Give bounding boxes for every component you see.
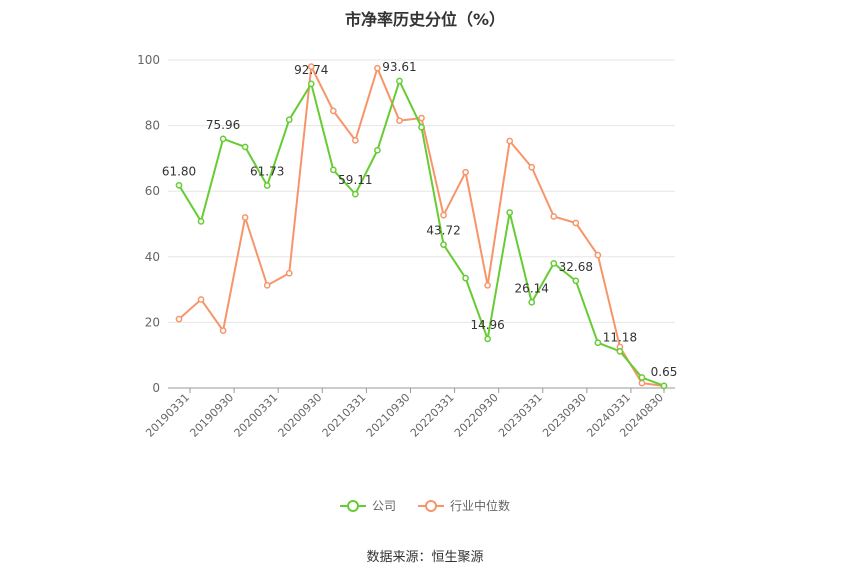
data-point	[462, 274, 469, 282]
data-label: 59.11	[338, 173, 372, 187]
legend: 公司 行业中位数	[0, 497, 850, 514]
data-point	[219, 327, 227, 334]
data-point	[418, 123, 425, 131]
x-tick-label: 20200930	[276, 391, 325, 440]
data-label: 32.68	[559, 260, 593, 274]
data-label: 93.61	[382, 60, 416, 74]
series-line-1	[178, 63, 665, 388]
y-tick-label: 0	[152, 381, 160, 395]
data-point	[329, 107, 337, 115]
data-point	[572, 277, 580, 285]
x-tick-label: 20200331	[232, 391, 281, 440]
y-tick-label: 100	[137, 53, 160, 67]
legend-company-marker	[339, 499, 366, 512]
chart-title: 市净率历史分位（%）	[344, 10, 506, 29]
legend-item-industry[interactable]: 行业中位数	[418, 497, 510, 514]
data-point	[528, 298, 536, 306]
data-point	[329, 166, 337, 174]
data-point	[263, 281, 271, 289]
data-point	[197, 296, 205, 303]
data-point	[484, 281, 491, 289]
data-point	[506, 137, 514, 145]
data-point	[352, 190, 359, 198]
x-tick-label: 20190930	[187, 391, 236, 440]
x-tick-label: 20190331	[143, 391, 192, 440]
data-point	[197, 218, 205, 225]
data-point	[638, 374, 646, 381]
data-label: 92.74	[294, 63, 328, 77]
data-point	[175, 315, 183, 323]
legend-industry-label: 行业中位数	[450, 499, 511, 513]
x-tick-label: 20230331	[496, 391, 545, 440]
x-tick-label: 20230930	[540, 391, 589, 440]
data-point	[307, 63, 315, 70]
data-point	[307, 80, 315, 88]
data-point	[572, 219, 580, 227]
data-point	[175, 181, 183, 189]
legend-item-company[interactable]: 公司	[339, 497, 396, 514]
legend-company-label: 公司	[371, 499, 396, 513]
y-tick-label: 80	[145, 119, 160, 133]
data-point	[550, 260, 558, 267]
data-label: 61.73	[250, 165, 284, 179]
data-point	[241, 143, 249, 151]
data-point	[462, 168, 469, 176]
data-point	[418, 114, 425, 122]
data-point	[594, 339, 602, 347]
data-label: 11.18	[603, 330, 637, 344]
data-point	[660, 382, 668, 390]
data-point	[374, 64, 381, 72]
data-label: 0.65	[651, 365, 678, 379]
data-point	[484, 335, 491, 343]
data-label: 75.96	[206, 118, 240, 132]
data-label: 26.14	[515, 281, 549, 295]
data-point	[241, 214, 249, 221]
data-label: 61.80	[162, 164, 196, 178]
data-point	[616, 347, 624, 355]
x-tick-label: 20220930	[452, 391, 501, 440]
legend-industry-marker	[418, 499, 444, 512]
data-point	[638, 379, 646, 387]
data-point	[285, 116, 293, 124]
data-point	[219, 135, 227, 143]
data-point	[263, 182, 271, 189]
data-point	[594, 251, 602, 259]
data-point	[528, 163, 536, 171]
y-tick-label: 40	[145, 250, 160, 264]
data-point	[285, 269, 293, 277]
data-point	[396, 77, 403, 85]
data-point	[352, 137, 359, 144]
data-point	[440, 211, 447, 219]
data-point	[374, 146, 381, 154]
y-tick-label: 60	[145, 184, 160, 198]
data-source: 数据来源：恒生聚源	[366, 550, 484, 565]
x-tick-label: 20210331	[320, 391, 369, 440]
data-point	[396, 117, 403, 125]
data-point	[550, 213, 558, 220]
x-tick-label: 20220331	[408, 391, 457, 440]
data-point	[506, 209, 514, 216]
x-tick-label: 20210930	[364, 391, 413, 440]
data-label: 14.96	[470, 318, 504, 332]
data-point	[440, 241, 447, 248]
data-label: 43.72	[426, 224, 460, 238]
y-tick-label: 20	[145, 315, 160, 329]
